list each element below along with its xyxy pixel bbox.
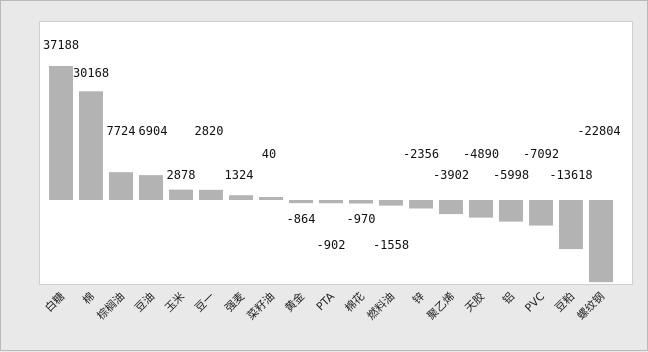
value-label-6: 2820 bbox=[195, 124, 224, 138]
bar-10 bbox=[319, 200, 343, 204]
value-label-1: 37188 bbox=[43, 38, 79, 52]
bar-2 bbox=[79, 91, 103, 200]
value-label-7: 1324 bbox=[225, 168, 254, 182]
value-label-13: -2356 bbox=[403, 147, 439, 161]
category-label-4: 豆油 bbox=[132, 289, 157, 314]
bar-11 bbox=[349, 200, 373, 204]
bar-1 bbox=[49, 66, 73, 200]
category-label-5: 玉米 bbox=[162, 290, 187, 315]
bar-8 bbox=[259, 197, 283, 200]
bar-6 bbox=[199, 189, 223, 200]
category-label-1: 白糖 bbox=[42, 289, 67, 314]
value-label-8: 40 bbox=[262, 147, 276, 161]
category-label-17: PVC bbox=[522, 290, 547, 315]
bar-15 bbox=[469, 200, 493, 218]
category-label-6: 豆一 bbox=[192, 290, 217, 315]
category-label-14: 聚乙烯 bbox=[425, 290, 458, 323]
bar-16 bbox=[499, 200, 523, 222]
category-label-12: 燃料油 bbox=[364, 289, 397, 322]
bar-5 bbox=[169, 189, 193, 200]
category-label-13: 锌 bbox=[409, 289, 427, 307]
bar-4 bbox=[139, 175, 163, 200]
value-label-15: -4890 bbox=[463, 147, 499, 161]
value-label-19: -22804 bbox=[577, 124, 620, 138]
value-label-5: 2878 bbox=[167, 168, 196, 182]
value-label-9: -864 bbox=[287, 212, 316, 226]
bar-14 bbox=[439, 200, 463, 215]
value-label-11: -970 bbox=[347, 212, 376, 226]
category-label-7: 强麦 bbox=[222, 290, 247, 315]
value-labels-group: 37188 30168 7724 6904 2878 2820 1324 40 -864-902… bbox=[43, 38, 621, 252]
bar-9 bbox=[289, 200, 313, 204]
bar-17 bbox=[529, 200, 553, 226]
category-label-19: 螺纹钢 bbox=[574, 289, 607, 322]
value-label-2: 30168 bbox=[73, 66, 109, 80]
category-label-8: 菜籽油 bbox=[244, 289, 277, 322]
bar-7 bbox=[229, 195, 253, 200]
plot-area bbox=[39, 21, 633, 285]
value-label-10: -902 bbox=[317, 238, 346, 252]
category-label-11: 棉花 bbox=[342, 289, 367, 314]
value-label-12: -1558 bbox=[373, 238, 409, 252]
category-label-16: 铝 bbox=[499, 289, 517, 307]
value-label-16: -5998 bbox=[493, 168, 529, 182]
category-labels-group: 白糖 棉棕榈油 豆油 玉米 豆一 强麦菜籽油 黄金 PTA 棉花燃料油 锌聚乙烯 天胶铝 PVC 豆粕螺… bbox=[42, 289, 607, 322]
category-label-3: 棕榈油 bbox=[94, 289, 127, 322]
value-label-17: -7092 bbox=[523, 147, 559, 161]
value-label-18: -13618 bbox=[549, 168, 592, 182]
category-label-10: PTA bbox=[314, 290, 338, 314]
category-label-15: 天胶 bbox=[462, 289, 487, 314]
category-label-9: 黄金 bbox=[282, 289, 307, 314]
bars-group bbox=[49, 66, 613, 283]
bar-18 bbox=[559, 200, 583, 250]
bar-12 bbox=[379, 200, 403, 206]
category-label-18: 豆粕 bbox=[552, 289, 577, 314]
value-label-3: 7724 bbox=[107, 124, 136, 138]
bar-13 bbox=[409, 200, 433, 209]
bar-3 bbox=[109, 172, 133, 200]
bar-19 bbox=[589, 200, 613, 283]
value-label-14: -3902 bbox=[433, 168, 469, 182]
category-label-2: 棉 bbox=[79, 289, 97, 307]
value-label-4: 6904 bbox=[139, 124, 168, 138]
